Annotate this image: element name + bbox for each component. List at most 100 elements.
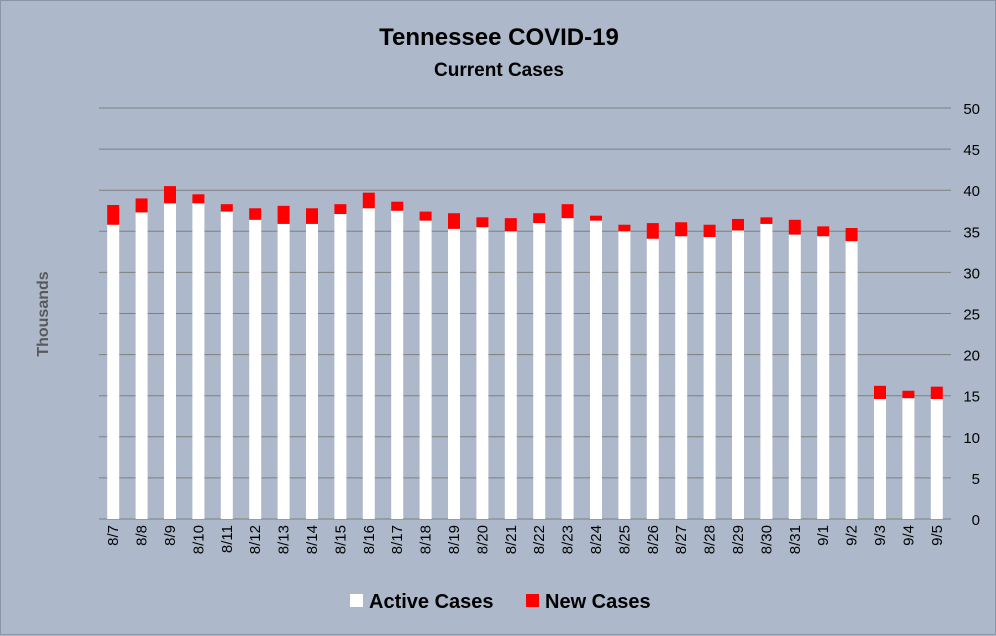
bar-new-cases <box>675 222 688 237</box>
bar-new-cases <box>249 208 262 220</box>
x-tick-label: 8/15 <box>332 525 349 554</box>
bar-new-cases <box>306 208 318 224</box>
bar-active-cases <box>646 238 659 519</box>
bar-active-cases <box>902 398 915 519</box>
bar-active-cases <box>391 210 404 519</box>
x-tick-label: 8/10 <box>190 525 207 554</box>
bar-active-cases <box>788 234 801 519</box>
chart-subtitle: Current Cases <box>434 60 564 81</box>
bar-new-cases <box>760 217 773 224</box>
bar-active-cases <box>220 211 233 519</box>
y-tick-label: 45 <box>963 142 980 159</box>
x-tick-label: 8/28 <box>702 525 719 554</box>
bar-new-cases <box>590 215 602 221</box>
bar-new-cases <box>391 201 404 211</box>
x-tick-label: 8/27 <box>673 525 690 554</box>
y-tick-label: 5 <box>972 471 980 488</box>
x-tick-label: 8/12 <box>247 525 264 554</box>
bar-active-cases <box>476 227 489 519</box>
bar-active-cases <box>732 230 744 519</box>
bar-active-cases <box>277 223 290 520</box>
x-axis-ticks: 8/7 8/8 8/9 8/10 8/11 8/12 8/13 8/14 8/15 8/16 8/1… <box>105 525 946 554</box>
bar-new-cases <box>135 198 148 213</box>
bar-new-cases <box>703 224 716 238</box>
x-tick-label: 8/29 <box>730 525 747 554</box>
bar-new-cases <box>874 385 886 399</box>
legend-swatch-active-cases <box>350 594 363 607</box>
legend-label-active-cases: Active Cases <box>369 591 494 613</box>
gridlines <box>99 107 951 520</box>
x-tick-label: 9/1 <box>815 525 832 546</box>
y-axis-ticks: 0 5 10 15 20 25 30 35 40 45 50 <box>963 101 980 529</box>
bar-active-cases <box>533 223 546 519</box>
x-tick-label: 9/5 <box>929 525 946 546</box>
bar-active-cases <box>249 219 262 520</box>
bar-new-cases <box>817 226 830 237</box>
bar-new-cases <box>164 186 176 204</box>
y-tick-label: 15 <box>963 389 980 406</box>
x-tick-label: 9/3 <box>872 525 889 546</box>
bar-active-cases <box>107 224 120 519</box>
bar-active-cases <box>618 231 631 520</box>
bar-active-cases <box>703 237 716 519</box>
bar-new-cases <box>220 204 233 212</box>
bar-new-cases <box>504 218 517 232</box>
x-tick-label: 8/19 <box>446 525 463 554</box>
x-tick-label: 8/16 <box>361 525 378 554</box>
bar-active-cases <box>760 223 773 520</box>
x-tick-label: 8/11 <box>219 525 236 553</box>
bar-new-cases <box>419 211 432 221</box>
bar-new-cases <box>192 194 205 204</box>
x-tick-label: 8/9 <box>162 525 179 546</box>
bar-active-cases <box>930 398 943 519</box>
x-tick-label: 9/4 <box>900 525 917 546</box>
x-tick-label: 8/21 <box>503 525 520 554</box>
bar-active-cases <box>561 218 574 519</box>
bar-new-cases <box>334 204 347 215</box>
bar-active-cases <box>306 223 318 520</box>
y-tick-label: 50 <box>963 101 980 118</box>
bars <box>107 186 943 520</box>
y-tick-label: 0 <box>972 512 980 529</box>
bar-new-cases <box>277 205 290 224</box>
x-tick-label: 8/13 <box>276 525 293 554</box>
bar-new-cases <box>646 223 659 239</box>
bar-new-cases <box>618 224 631 232</box>
bar-active-cases <box>845 241 858 519</box>
y-tick-label: 40 <box>963 183 980 200</box>
bar-new-cases <box>533 213 546 224</box>
x-tick-label: 8/18 <box>418 525 435 554</box>
bar-active-cases <box>164 203 176 520</box>
y-tick-label: 25 <box>963 307 980 324</box>
legend: Active Cases New Cases <box>350 591 651 613</box>
x-tick-label: 8/8 <box>134 525 151 546</box>
bar-new-cases <box>561 204 574 219</box>
x-tick-label: 9/2 <box>844 525 861 546</box>
x-tick-label: 8/20 <box>474 525 491 554</box>
x-tick-label: 8/25 <box>616 525 633 554</box>
y-tick-label: 30 <box>963 265 980 282</box>
bar-new-cases <box>845 228 858 242</box>
x-tick-label: 8/24 <box>588 525 605 554</box>
bar-active-cases <box>334 214 347 519</box>
x-tick-label: 8/31 <box>787 525 804 554</box>
bar-new-cases <box>107 204 120 225</box>
bar-active-cases <box>419 220 432 519</box>
bar-new-cases <box>788 219 801 235</box>
bar-active-cases <box>448 228 460 520</box>
bar-active-cases <box>590 220 602 519</box>
bar-active-cases <box>817 236 830 519</box>
x-tick-label: 8/26 <box>645 525 662 554</box>
bar-active-cases <box>192 203 205 520</box>
bar-active-cases <box>874 398 886 519</box>
x-tick-label: 8/7 <box>105 525 122 546</box>
legend-swatch-new-cases <box>526 594 539 607</box>
bar-new-cases <box>732 218 744 231</box>
y-tick-label: 10 <box>963 430 980 447</box>
bar-active-cases <box>135 212 148 520</box>
bar-new-cases <box>930 386 943 399</box>
x-tick-label: 8/17 <box>389 525 406 554</box>
x-tick-label: 8/22 <box>531 525 548 554</box>
